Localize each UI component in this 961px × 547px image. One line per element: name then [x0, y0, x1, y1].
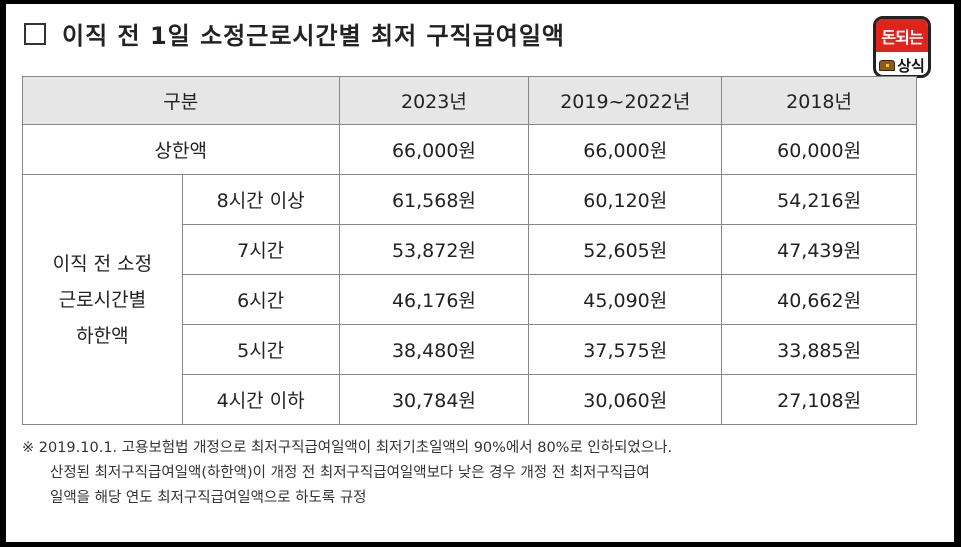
- row-label: 7시간: [181, 224, 340, 275]
- table-cell: 61,568원: [338, 174, 530, 225]
- table-cell: 33,885원: [721, 324, 917, 375]
- table-cell: 37,575원: [528, 324, 723, 375]
- table-cell: 40,662원: [721, 274, 917, 325]
- benefit-table: 구분 2023년 2019~2022년 2018년 상한액 66,000원 66…: [22, 76, 917, 425]
- checkbox-icon: [24, 22, 46, 45]
- channel-logo: 돈되는 상식: [873, 16, 931, 78]
- row-label: 4시간 이하: [181, 374, 340, 425]
- group-label-line: 하한액: [76, 324, 129, 347]
- row-label: 6시간: [181, 274, 340, 325]
- document-page: 이직 전 1일 소정근로시간별 최저 구직급여일액 돈되는 상식 구분 2023…: [6, 4, 954, 542]
- footnote: ※ 2019.10.1. 고용보험법 개정으로 최저구직급여일액이 최저기초일액…: [22, 436, 927, 511]
- table-cell: 46,176원: [338, 274, 530, 325]
- table-cell: 38,480원: [338, 324, 530, 375]
- logo-top-text: 돈되는: [876, 19, 928, 52]
- table-cell: 60,120원: [528, 174, 723, 225]
- treasure-chest-icon: [879, 59, 896, 71]
- header-category: 구분: [22, 76, 340, 125]
- table-row: 7시간 53,872원 52,605원 47,439원: [23, 224, 917, 275]
- header-year-2019-2022: 2019~2022년: [528, 76, 723, 125]
- header-row: 구분 2023년 2019~2022년 2018년: [22, 76, 917, 125]
- group-label-min: 이직 전 소정 근로시간별 하한액: [22, 174, 183, 425]
- row-label: 8시간 이상: [181, 174, 340, 225]
- logo-bottom-text: 상식: [897, 56, 925, 75]
- table-cell: 30,784원: [338, 374, 530, 425]
- footnote-line: ※ 2019.10.1. 고용보험법 개정으로 최저구직급여일액이 최저기초일액…: [22, 440, 673, 456]
- header-year-2018: 2018년: [721, 76, 917, 125]
- table-cell: 66,000원: [528, 124, 723, 175]
- row-label: 5시간: [181, 324, 340, 375]
- table-cell: 30,060원: [528, 374, 723, 425]
- logo-bottom: 상식: [876, 52, 928, 75]
- footnote-line: 일액을 해당 연도 최저구직급여일액으로 하도록 규정: [50, 490, 367, 506]
- group-label-line: 이직 전 소정: [52, 252, 153, 275]
- table-cell: 53,872원: [338, 224, 530, 275]
- table-cell: 60,000원: [721, 124, 917, 175]
- table-row: 6시간 46,176원 45,090원 40,662원: [23, 274, 917, 325]
- table-cell: 47,439원: [721, 224, 917, 275]
- table-row-max: 상한액 66,000원 66,000원 60,000원: [22, 124, 917, 175]
- table-row: 이직 전 소정 근로시간별 하한액 8시간 이상 61,568원 60,120원…: [22, 174, 917, 425]
- table-cell: 52,605원: [528, 224, 723, 275]
- table-row: 5시간 38,480원 37,575원 33,885원: [23, 324, 917, 375]
- table-cell: 27,108원: [721, 374, 917, 425]
- footnote-line: 산정된 최저구직급여일액(하한액)이 개정 전 최저구직급여일액보다 낮은 경우…: [50, 465, 650, 481]
- page-title: 이직 전 1일 소정근로시간별 최저 구직급여일액: [62, 22, 565, 50]
- title-row: 이직 전 1일 소정근로시간별 최저 구직급여일액: [24, 16, 565, 51]
- table-cell: 54,216원: [721, 174, 917, 225]
- table-cell: 66,000원: [338, 124, 530, 175]
- group-label-line: 근로시간별: [58, 288, 147, 311]
- table-row: 4시간 이하 30,784원 30,060원 27,108원: [23, 374, 917, 425]
- table-cell: 45,090원: [528, 274, 723, 325]
- row-label-max: 상한액: [22, 124, 340, 175]
- header-year-2023: 2023년: [338, 76, 530, 125]
